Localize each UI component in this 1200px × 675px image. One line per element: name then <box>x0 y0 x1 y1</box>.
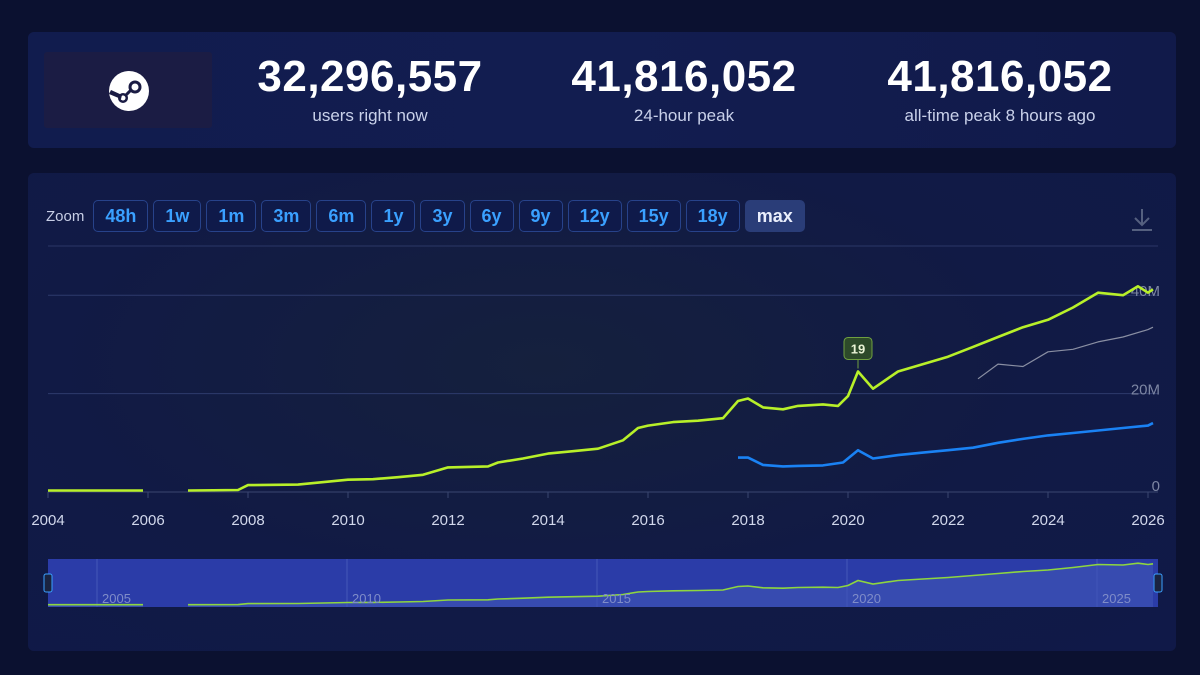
zoom-button-1w[interactable]: 1w <box>153 200 202 232</box>
x-tick-label: 2018 <box>731 512 764 529</box>
y-tick-label: 20M <box>1131 382 1160 399</box>
series-line-1-0 <box>738 421 1154 468</box>
zoom-button-9y[interactable]: 9y <box>518 200 563 232</box>
navigator-area-1 <box>188 563 1153 607</box>
x-tick-label: 2004 <box>31 512 64 529</box>
zoom-button-1y[interactable]: 1y <box>371 200 416 232</box>
peak-24h-stat: 41,816,052 24-hour peak <box>524 54 844 126</box>
users-now-stat: 32,296,557 users right now <box>210 54 530 126</box>
x-tick-label: 2010 <box>331 512 364 529</box>
x-tick-label: 2024 <box>1031 512 1064 529</box>
y-tick-label: 0 <box>1152 478 1160 495</box>
zoom-button-3y[interactable]: 3y <box>420 200 465 232</box>
zoom-button-12y[interactable]: 12y <box>567 200 622 232</box>
navigator-handle-right[interactable] <box>1153 573 1163 593</box>
navigator-label: 2025 <box>1102 591 1131 606</box>
stat-label: users right now <box>312 106 428 125</box>
x-tick-label: 2026 <box>1131 512 1164 529</box>
chart-panel: 0 20M 40M 2004 2006 2008 2010 2012 2014 2016 2018 2… <box>28 173 1176 651</box>
navigator-label: 2010 <box>352 591 381 606</box>
stats-panel: 32,296,557 users right now 41,816,052 24… <box>28 32 1176 148</box>
series-line-0-1 <box>187 285 1154 492</box>
zoom-button-18y[interactable]: 18y <box>685 200 740 232</box>
stat-value: 41,816,052 <box>571 52 797 101</box>
stat-value: 32,296,557 <box>257 52 483 101</box>
x-tick-label: 2014 <box>531 512 564 529</box>
zoom-button-6m[interactable]: 6m <box>316 200 367 232</box>
navigator-label: 2005 <box>102 591 131 606</box>
zoom-button-max[interactable]: max <box>744 200 805 232</box>
steam-logo <box>44 52 212 128</box>
x-tick-label: 2016 <box>631 512 664 529</box>
zoom-label: Zoom <box>46 207 85 225</box>
download-icon[interactable] <box>1130 207 1154 233</box>
x-tick-label: 2012 <box>431 512 464 529</box>
x-tick-label: 2022 <box>931 512 964 529</box>
zoom-button-3m[interactable]: 3m <box>261 200 312 232</box>
navigator-handle-left[interactable] <box>43 573 53 593</box>
x-tick-label: 2020 <box>831 512 864 529</box>
stat-value: 41,816,052 <box>887 52 1113 101</box>
zoom-button-6y[interactable]: 6y <box>469 200 514 232</box>
zoom-button-15y[interactable]: 15y <box>626 200 681 232</box>
navigator-line-1 <box>187 562 1154 606</box>
x-tick-label: 2006 <box>131 512 164 529</box>
annotation-label: 19 <box>851 341 865 356</box>
stat-label: all-time peak 8 hours ago <box>904 106 1096 125</box>
navigator-label: 2020 <box>852 591 881 606</box>
zoom-button-1m[interactable]: 1m <box>206 200 257 232</box>
zoom-controls: Zoom 48h 1w 1m 3m 6m 1y 3y 6y 9y 12y 15y 18y max <box>46 199 810 233</box>
zoom-button-48h[interactable]: 48h <box>93 200 149 232</box>
all-time-peak-stat: 41,816,052 all-time peak 8 hours ago <box>840 54 1160 126</box>
stat-label: 24-hour peak <box>633 106 735 125</box>
steam-icon <box>109 71 149 111</box>
x-tick-label: 2008 <box>231 512 264 529</box>
navigator-label: 2015 <box>602 591 631 606</box>
series-line-2-0 <box>977 326 1154 380</box>
